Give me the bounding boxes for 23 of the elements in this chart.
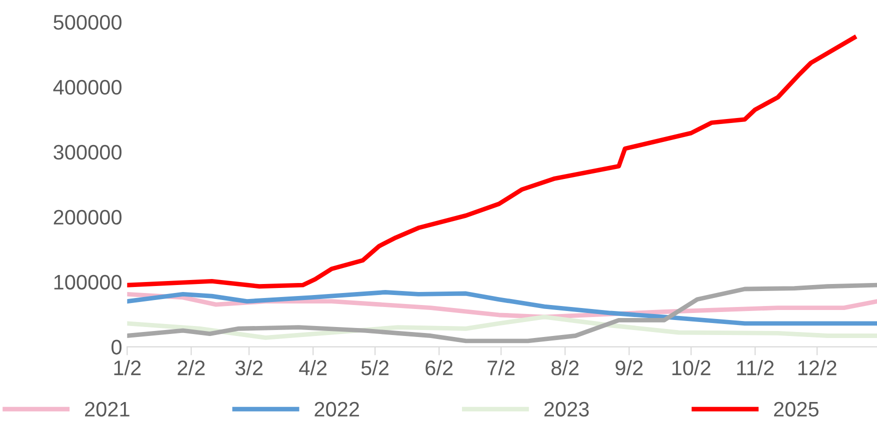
x-tick-label: 3/2	[235, 360, 262, 376]
x-tick-label: 2/2	[178, 360, 205, 376]
legend-label: 2023	[544, 402, 589, 417]
line-series	[127, 282, 877, 344]
legend-label: 2025	[774, 402, 818, 417]
x-tick-label: 7/2	[488, 360, 514, 376]
x-tick-label: 8/2	[552, 360, 579, 376]
y-tick-label: 300000	[54, 144, 122, 160]
y-tick-label: 500000	[54, 14, 122, 30]
x-tick-label: 11/2	[737, 360, 774, 376]
legend-label: 2021	[85, 402, 130, 417]
legend-label: 2022	[314, 402, 359, 417]
y-tick-label: 0	[112, 340, 122, 355]
x-tick-label: 10/2	[672, 360, 710, 376]
y-tick-label: 200000	[54, 210, 122, 225]
x-tick-label: 4/2	[299, 360, 327, 376]
x-tick-label: 6/2	[426, 360, 453, 376]
x-tick-label: 9/2	[616, 360, 643, 376]
x-tick-label: 1/2	[114, 360, 141, 376]
y-tick-label: 400000	[53, 80, 122, 95]
x-tick-label: 5/2	[361, 360, 388, 376]
y-tick-label: 100000	[54, 274, 122, 290]
x-tick-label: 12/2	[798, 360, 836, 376]
